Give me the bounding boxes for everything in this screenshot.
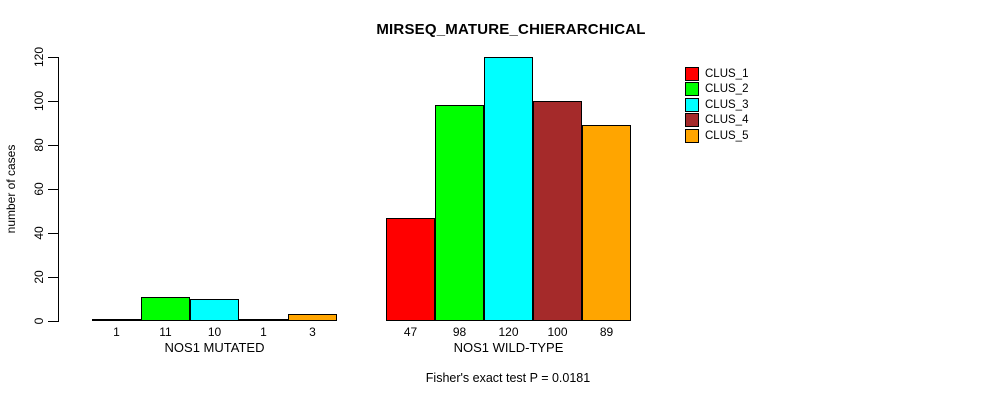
legend-label: CLUS_5 — [705, 130, 749, 142]
bar-value-label: 11 — [159, 325, 172, 339]
y-axis-tick — [48, 321, 59, 322]
bar-value-label: 120 — [498, 325, 519, 339]
legend-item: CLUS_5 — [685, 129, 748, 143]
legend-label: CLUS_4 — [705, 114, 749, 126]
legend-swatch — [685, 129, 699, 143]
y-axis-tick-label: 40 — [32, 226, 46, 240]
y-axis-tick — [48, 233, 59, 234]
legend-item: CLUS_1 — [685, 67, 748, 81]
legend-swatch — [685, 113, 699, 127]
bar-value-label: 47 — [403, 325, 418, 339]
bar-clus_1 — [92, 319, 141, 321]
bar-clus_1 — [386, 218, 435, 321]
y-axis-tick — [48, 277, 59, 278]
bar-value-label: 3 — [309, 325, 316, 339]
legend-swatch — [685, 67, 699, 81]
bar-clus_2 — [435, 105, 484, 321]
y-axis-tick — [48, 57, 59, 58]
bar-clus_4 — [239, 319, 288, 321]
x-group-label: NOS1 WILD-TYPE — [453, 340, 564, 355]
legend-item: CLUS_2 — [685, 82, 748, 96]
y-axis-tick-label: 20 — [32, 270, 46, 284]
legend-item: CLUS_3 — [685, 98, 748, 112]
y-axis-title: number of cases — [4, 144, 18, 234]
legend-label: CLUS_1 — [705, 68, 749, 80]
y-axis-tick-label: 100 — [32, 90, 46, 112]
bar-value-label: 10 — [207, 325, 222, 339]
legend-swatch — [685, 82, 699, 96]
bar-clus_3 — [190, 299, 239, 321]
legend-swatch — [685, 98, 699, 112]
bar-value-label: 100 — [547, 325, 568, 339]
y-axis-tick-label: 0 — [32, 317, 46, 325]
legend-label: CLUS_3 — [705, 99, 749, 111]
legend-label: CLUS_2 — [705, 83, 749, 95]
bar-value-label: 1 — [260, 325, 267, 339]
chart-title: MIRSEQ_MATURE_CHIERARCHICAL — [376, 21, 646, 38]
x-group-label: NOS1 MUTATED — [164, 340, 265, 355]
bar-clus_4 — [533, 101, 582, 321]
y-axis-tick-label: 120 — [32, 46, 46, 68]
y-axis-tick — [48, 145, 59, 146]
y-axis-tick — [48, 101, 59, 102]
bar-clus_5 — [288, 314, 337, 321]
bar-clus_3 — [484, 57, 533, 321]
bar-value-label: 1 — [113, 325, 120, 339]
y-axis-tick — [48, 189, 59, 190]
y-axis-tick-label: 60 — [32, 182, 46, 196]
footnote: Fisher's exact test P = 0.0181 — [425, 371, 591, 385]
bar-clus_5 — [582, 125, 631, 321]
legend-item: CLUS_4 — [685, 113, 748, 127]
bar-value-label: 98 — [452, 325, 467, 339]
bar-clus_2 — [141, 297, 190, 321]
bar-value-label: 89 — [599, 325, 614, 339]
y-axis-tick-label: 80 — [32, 138, 46, 152]
